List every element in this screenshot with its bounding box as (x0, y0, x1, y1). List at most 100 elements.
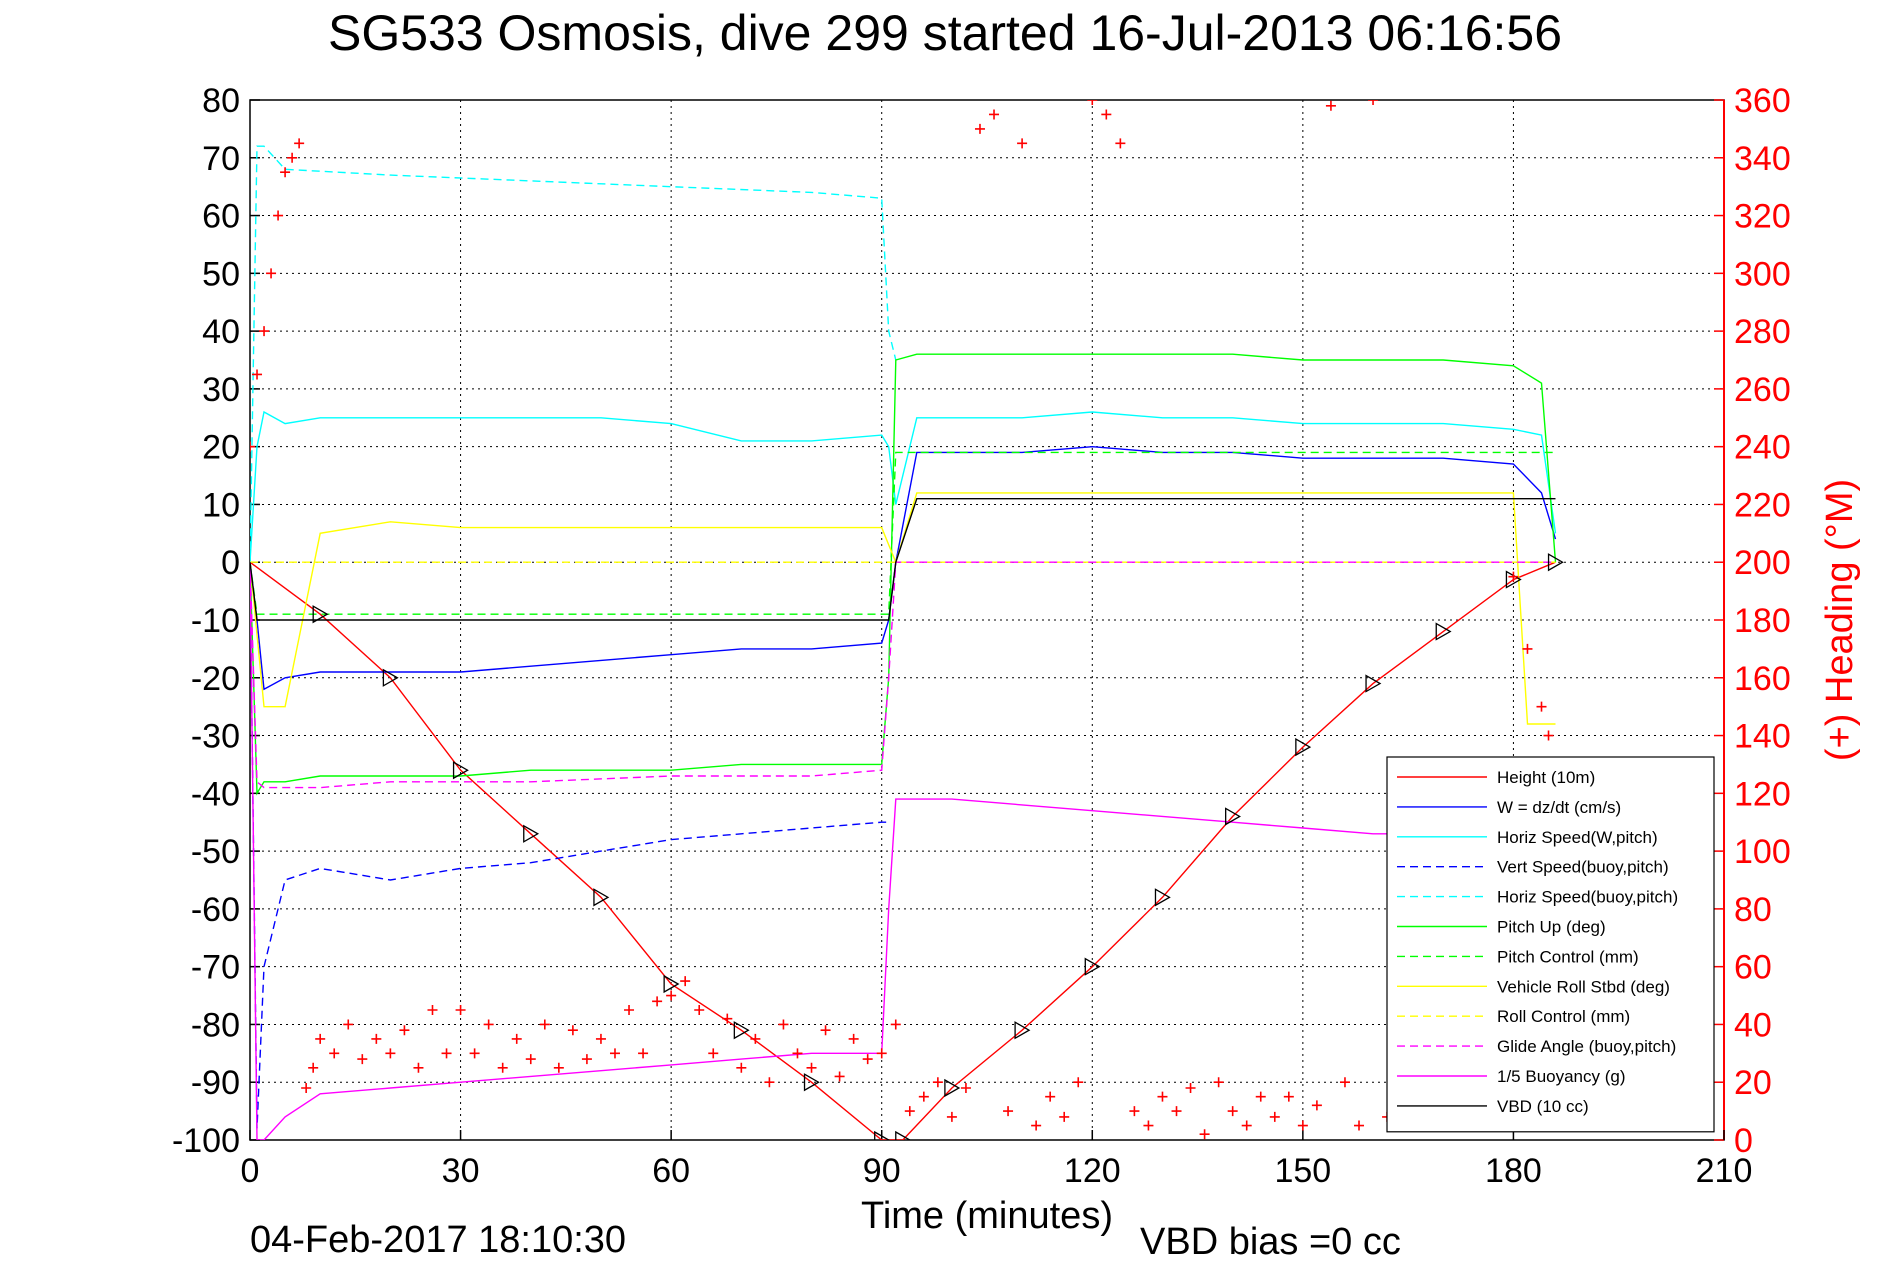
heading-point (315, 1033, 326, 1044)
series-line-9 (250, 561, 1556, 789)
height-marker (382, 668, 399, 687)
heading-point (273, 210, 284, 221)
heading-point (1143, 1120, 1154, 1131)
y-tick-label-left: -10 (191, 602, 240, 640)
heading-point (778, 1019, 789, 1030)
y-tick-label-right: 320 (1734, 198, 1791, 236)
height-marker (523, 824, 540, 843)
footer-date: 04-Feb-2017 18:10:30 (250, 1219, 626, 1261)
legend-label: Horiz Speed(buoy,pitch) (1497, 888, 1678, 907)
x-tick-label: 60 (652, 1152, 690, 1190)
heading-point (1255, 1091, 1266, 1102)
y-tick-label-right: 280 (1734, 313, 1791, 351)
heading-point (1522, 643, 1533, 654)
legend-box (1386, 756, 1715, 1133)
heading-point (595, 1033, 606, 1044)
legend-label: Vert Speed(buoy,pitch) (1497, 858, 1669, 877)
series-line-11 (250, 498, 1556, 621)
y-tick-label-left: 60 (202, 198, 240, 236)
series-line-7 (250, 492, 1556, 725)
legend: Height (10m) W = dz/dt (cm/s) Horiz Speed(… (1386, 756, 1715, 1133)
x-tick-label: 120 (1064, 1152, 1121, 1190)
heading-point (932, 1077, 943, 1088)
y-tick-label-right: 180 (1734, 602, 1791, 640)
heading-point (497, 1062, 508, 1073)
y-tick-label-right: 0 (1734, 1122, 1753, 1160)
height-marker (1154, 888, 1171, 907)
height-marker (663, 974, 680, 994)
heading-point (1157, 1091, 1168, 1102)
heading-point (301, 1083, 312, 1093)
heading-point (694, 1005, 705, 1015)
heading-point (455, 1005, 466, 1015)
y-tick-label-right: 60 (1734, 949, 1772, 987)
axes: 0 30 60 90 120 150 180 21080706050403020100-10-… (172, 82, 1791, 1190)
x-tick-label: 0 (241, 1152, 260, 1190)
heading-point (834, 1071, 845, 1082)
x-axis-label: Time (minutes) (861, 1195, 1113, 1237)
x-tick-label: 210 (1696, 1152, 1753, 1190)
heading-point (989, 109, 1000, 120)
y-tick-label-left: -70 (191, 949, 240, 987)
heading-point (890, 1019, 901, 1030)
y-tick-label-left: 20 (202, 429, 240, 467)
y-tick-label-right: 220 (1734, 486, 1791, 524)
x-tick-label: 30 (442, 1152, 480, 1190)
series-line-2 (250, 410, 1557, 563)
heading-point (280, 167, 291, 178)
legend-label: VBD (10 cc) (1497, 1097, 1589, 1116)
y-tick-label-right: 100 (1734, 833, 1791, 871)
y-tick-label-right: 340 (1734, 140, 1791, 178)
legend-label: Pitch Control (mm) (1497, 947, 1639, 966)
heading-point (1241, 1120, 1252, 1131)
heading-point (385, 1048, 396, 1059)
y-tick-label-right: 40 (1734, 1006, 1772, 1044)
heading-point (441, 1048, 452, 1059)
height-marker (1014, 1021, 1031, 1040)
heading-point (511, 1033, 522, 1044)
y-tick-label-left: -100 (172, 1122, 240, 1160)
heading-point (1213, 1077, 1224, 1088)
heading-point (1101, 109, 1112, 120)
heading-point (792, 1048, 803, 1059)
heading-point (736, 1062, 747, 1073)
x-tick-label: 180 (1485, 1152, 1542, 1190)
y-tick-label-right: 260 (1734, 371, 1791, 409)
height-marker (1084, 957, 1101, 976)
series-group (250, 145, 1564, 1140)
legend-label: Height (10m) (1497, 768, 1595, 787)
heading-point (918, 1091, 929, 1102)
heading-point (1339, 1077, 1350, 1088)
heading-point (427, 1005, 438, 1015)
heading-point (399, 1025, 410, 1036)
y-tick-label-left: -50 (191, 833, 240, 871)
legend-label: W = dz/dt (cm/s) (1497, 798, 1621, 817)
heading-point (666, 990, 677, 1001)
heading-point (848, 1033, 859, 1044)
heading-point (371, 1033, 382, 1044)
heading-point (1171, 1106, 1182, 1117)
y-tick-label-left: -60 (191, 891, 240, 929)
heading-point (609, 1048, 620, 1059)
height-marker (593, 888, 610, 907)
y-tick-label-left: 70 (202, 140, 240, 178)
heading-point (567, 1025, 578, 1036)
y-tick-label-left: 40 (202, 313, 240, 351)
series-line-5 (250, 353, 1557, 796)
y-tick-label-left: 10 (202, 486, 240, 524)
y-axis-label-right: (+) Heading (°M) (1819, 479, 1861, 761)
heading-point (876, 1048, 887, 1059)
heading-point (1199, 1129, 1210, 1140)
heading-point (1031, 1120, 1042, 1131)
heading-point (1129, 1106, 1140, 1117)
x-tick-label: 150 (1274, 1152, 1331, 1190)
heading-point (974, 123, 985, 134)
heading-point (343, 1019, 354, 1030)
heading-point (1045, 1091, 1056, 1102)
y-tick-label-right: 140 (1734, 718, 1791, 756)
y-tick-label-left: -80 (191, 1006, 240, 1044)
heading-point (1368, 100, 1379, 105)
y-tick-label-left: -30 (191, 718, 240, 756)
y-tick-label-left: 0 (221, 544, 240, 582)
